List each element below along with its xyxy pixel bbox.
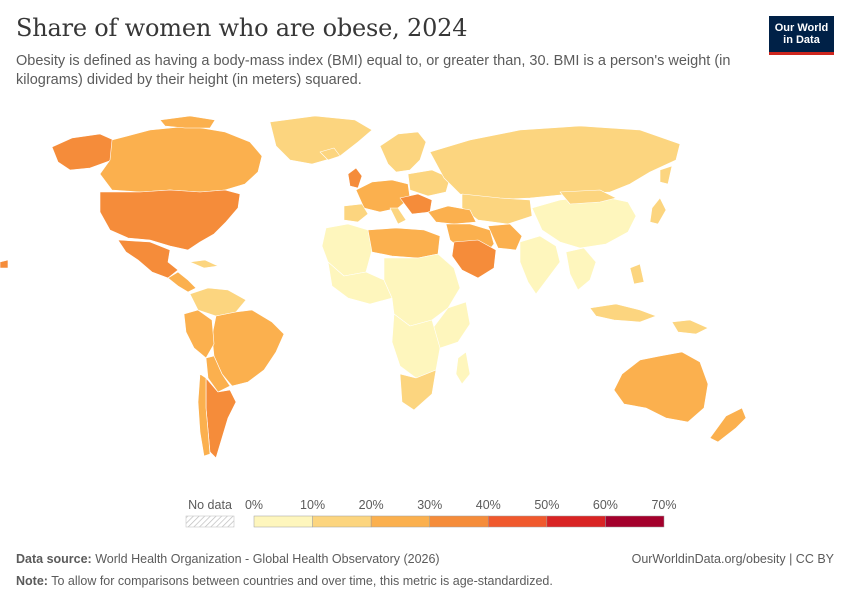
region-central-africa: [383, 253, 461, 327]
data-source-line: Data source: World Health Organization -…: [16, 548, 553, 570]
chart-subtitle: Obesity is defined as having a body-mass…: [16, 53, 731, 88]
footer-url[interactable]: OurWorldinData.org/obesity | CC BY: [631, 552, 834, 566]
region-india: [519, 235, 561, 295]
world-map[interactable]: [0, 112, 850, 492]
legend-tick-0: 0%: [245, 498, 263, 512]
region-mongolia: [559, 189, 617, 205]
region-china: [531, 195, 637, 249]
legend-tick-7: 70%: [651, 498, 676, 512]
legend-bin-5[interactable]: [546, 515, 606, 528]
region-greenland: [269, 115, 373, 165]
region-eastern-europe: [407, 169, 451, 197]
region-balkans: [399, 193, 433, 215]
region-mexico: [117, 239, 179, 279]
region-peru-andes: [183, 309, 215, 359]
legend-bin-2[interactable]: [370, 515, 430, 528]
legend-no-data-label: No data: [188, 498, 232, 512]
region-bolivia-paraguay: [205, 355, 231, 393]
region-italy: [389, 207, 407, 225]
region-iran: [487, 223, 523, 251]
region-saudi-arabia: [451, 239, 497, 279]
data-source-link[interactable]: World Health Organization - Global Healt…: [95, 552, 440, 566]
map-legend: No data 0% 10% 20% 30% 40% 50% 60% 70%: [185, 498, 677, 528]
region-libya-egypt: [367, 227, 441, 259]
legend-tick-6: 60%: [593, 498, 618, 512]
region-usa: [99, 189, 241, 251]
logo-line-2: in Data: [783, 34, 820, 46]
region-australia: [613, 351, 709, 423]
owid-logo[interactable]: Our World in Data: [769, 16, 834, 55]
legend-tick-1: 10%: [300, 498, 325, 512]
region-japan: [649, 197, 667, 225]
region-pacific-islands: [0, 259, 9, 269]
region-central-america: [167, 271, 197, 293]
legend-bin-0[interactable]: [253, 515, 313, 528]
region-chile: [197, 373, 211, 457]
region-brazil: [211, 309, 285, 387]
region-madagascar: [455, 351, 471, 385]
region-new-guinea: [671, 319, 709, 335]
footer-left: Data source: World Health Organization -…: [16, 548, 553, 592]
note-text: To allow for comparisons between countri…: [51, 574, 553, 588]
legend-bin-6[interactable]: [605, 515, 665, 528]
legend-bin-4[interactable]: [488, 515, 548, 528]
region-cuba: [189, 259, 219, 269]
region-colombia-venezuela: [189, 287, 247, 317]
region-philippines: [629, 263, 645, 285]
chart-title: Share of women who are obese, 2024: [16, 14, 468, 42]
region-new-zealand: [709, 407, 747, 443]
region-southeast-asia: [565, 247, 597, 291]
region-south-africa: [399, 369, 437, 411]
region-iceland: [319, 147, 341, 161]
data-source-label: Data source:: [16, 552, 92, 566]
note-line: Note: To allow for comparisons between c…: [16, 570, 553, 592]
region-caucasus-turkey: [427, 205, 477, 225]
logo-line-1: Our World: [774, 22, 829, 34]
region-canada-islands: [159, 115, 216, 129]
region-canada: [99, 125, 263, 193]
legend-bin-3[interactable]: [429, 515, 489, 528]
legend-tick-2: 20%: [359, 498, 384, 512]
region-iberia: [343, 203, 369, 223]
region-russia: [429, 125, 681, 201]
legend-no-data-swatch: [185, 515, 235, 528]
legend-tick-4: 40%: [476, 498, 501, 512]
region-scandinavia: [379, 131, 427, 173]
legend-bin-1[interactable]: [312, 515, 372, 528]
note-label: Note:: [16, 574, 48, 588]
legend-tick-3: 30%: [417, 498, 442, 512]
region-uk: [347, 167, 363, 189]
region-kamchatka: [659, 165, 673, 185]
region-indonesia: [589, 303, 657, 323]
legend-tick-5: 50%: [534, 498, 559, 512]
